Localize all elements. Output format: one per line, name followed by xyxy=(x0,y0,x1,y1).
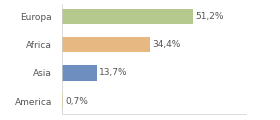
Bar xyxy=(62,93,63,109)
Bar xyxy=(62,9,193,24)
Text: 34,4%: 34,4% xyxy=(152,40,180,49)
Text: 51,2%: 51,2% xyxy=(195,12,223,21)
Bar xyxy=(62,37,150,52)
Bar xyxy=(62,65,97,81)
Text: 0,7%: 0,7% xyxy=(66,97,88,106)
Text: 13,7%: 13,7% xyxy=(99,68,127,77)
